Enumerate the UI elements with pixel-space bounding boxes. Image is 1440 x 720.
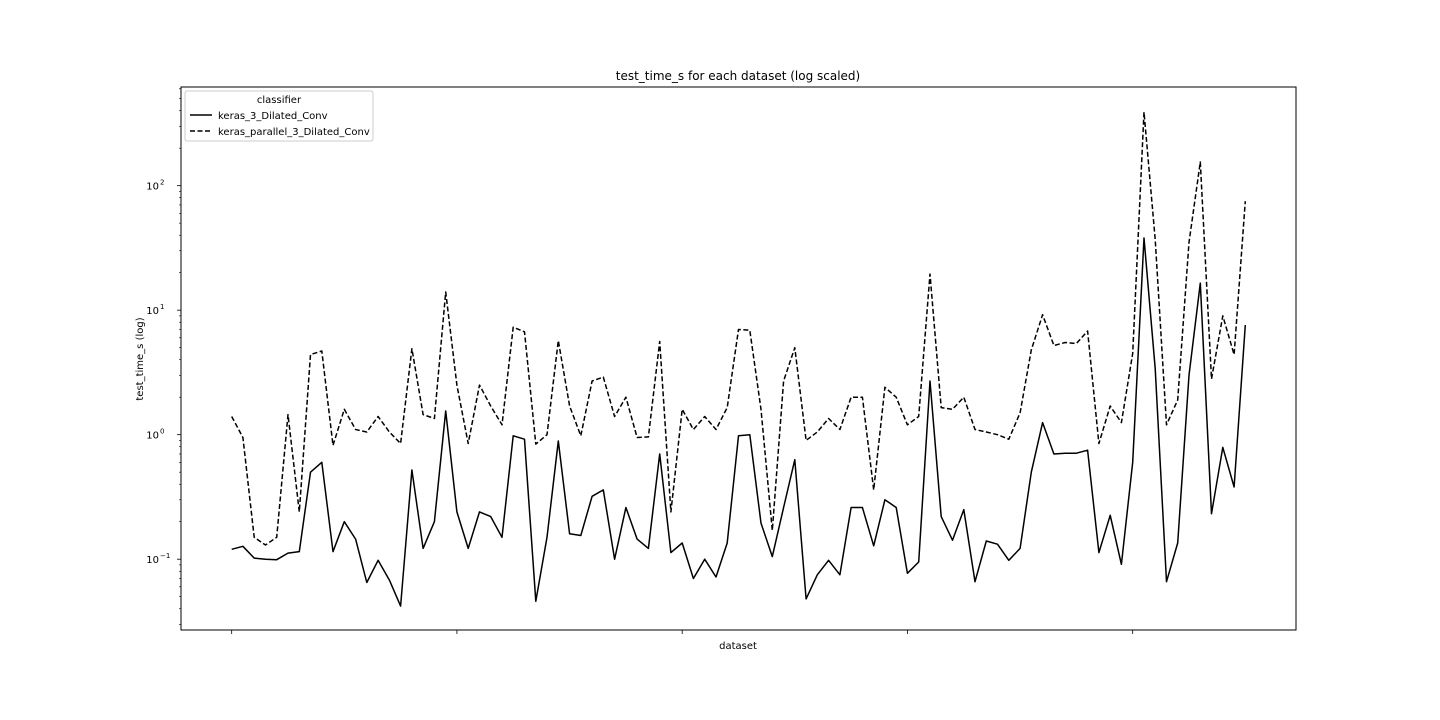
y-tick-label-exp-2: 0 [160, 428, 164, 436]
y-tick-label-3: 10 [146, 306, 159, 317]
legend-title: classifier [257, 95, 302, 106]
y-tick-label-exp-3: 1 [160, 303, 164, 311]
legend: classifier keras_3_Dilated_Conv keras_pa… [184, 90, 374, 142]
series-line-1 [231, 237, 1247, 607]
chart-title: test_time_s for each dataset (log scaled… [616, 69, 860, 83]
y-tick-label-exp-4: 2 [160, 179, 164, 187]
y-tick-label-4: 10 [146, 182, 159, 193]
y-axis-label: test_time_s (log) [135, 317, 146, 400]
y-tick-label-exp-1: −1 [160, 552, 170, 560]
plot-area [231, 111, 1247, 607]
legend-label-series-2: keras_parallel_3_Dilated_Conv [218, 127, 370, 138]
x-axis [231, 630, 1134, 634]
y-tick-label-2: 10 [146, 431, 159, 442]
plot-frame [180, 86, 1297, 631]
y-tick-label-1: 10 [146, 555, 159, 566]
x-axis-label: dataset [719, 641, 757, 652]
legend-box [184, 90, 374, 142]
legend-label-series-1: keras_3_Dilated_Conv [218, 111, 328, 122]
series-line-2 [231, 111, 1247, 546]
